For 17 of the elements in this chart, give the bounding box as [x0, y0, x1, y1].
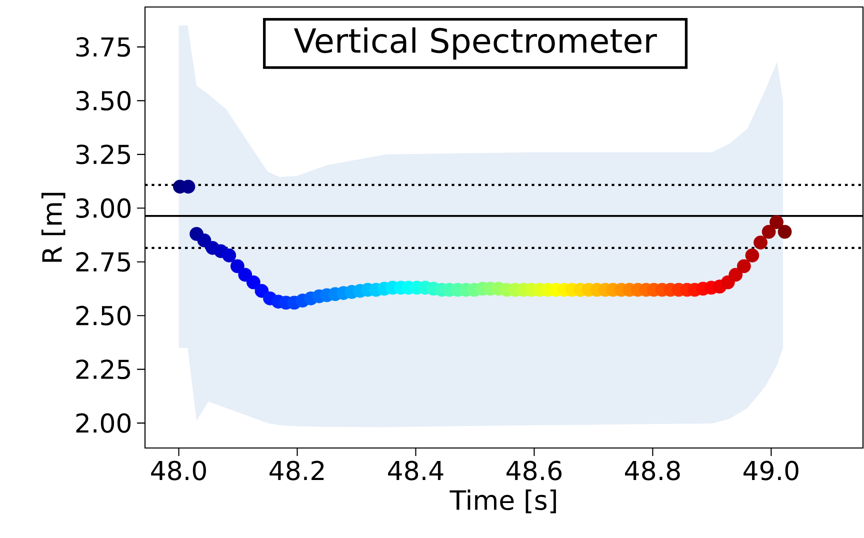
text: Vertical Spectrometer [294, 27, 657, 60]
y-tick-label: 3.75 [76, 37, 130, 57]
y-tick-label: 2.00 [76, 413, 131, 433]
y-tick-label: 3.50 [76, 90, 131, 111]
x-tick-label: 48.8 [625, 460, 680, 480]
y-tick-label: 2.50 [76, 306, 131, 326]
y-tick-label: 2.75 [76, 252, 130, 272]
x-axis-title: Time [s] [450, 490, 556, 514]
y-tick-label: 3.25 [76, 144, 130, 164]
y-tick-label: 2.25 [76, 359, 130, 380]
x-tick-label: 48.6 [506, 460, 562, 480]
y-axis-title: R [m] [41, 192, 66, 262]
x-tick-label: 49.0 [744, 460, 798, 480]
x-tick-label: 48.2 [270, 460, 324, 480]
x-tick-label: 48.4 [388, 460, 444, 480]
x-tick-label: 48.0 [151, 460, 206, 480]
y-tick-label: 3.00 [76, 198, 131, 218]
